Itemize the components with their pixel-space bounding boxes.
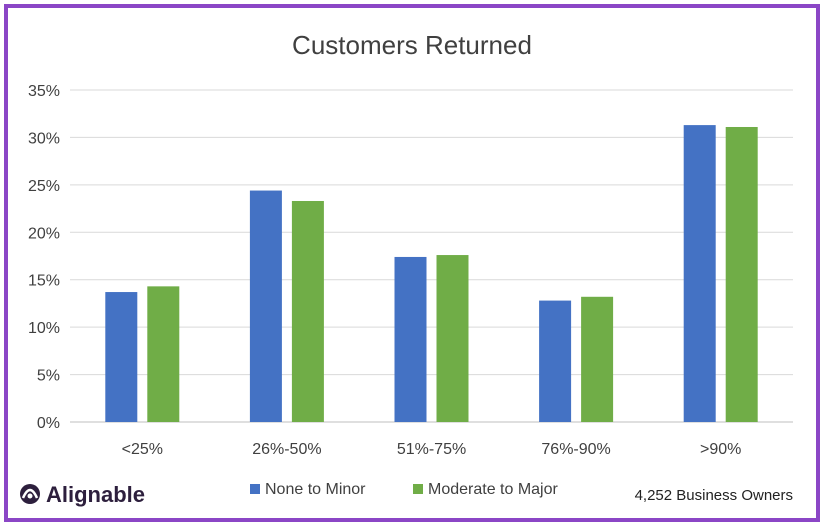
y-tick-label: 25% [28, 178, 60, 195]
bar-none-to-minor [539, 300, 572, 422]
x-tick-label: <25% [122, 441, 163, 458]
footnote: 4,252 Business Owners [635, 487, 793, 504]
bar-moderate-to-major [147, 286, 180, 422]
y-axis-ticks: 0% 5% 10% 15% 20% 25% 30% 35% [28, 83, 60, 432]
legend-label-none-to-minor: None to Minor [265, 481, 366, 498]
bar-none-to-minor [249, 190, 282, 422]
bar-moderate-to-major [436, 255, 469, 422]
y-gridlines [70, 89, 793, 423]
bars [105, 125, 758, 423]
y-tick-label: 35% [28, 83, 60, 100]
legend-swatch-none-to-minor [250, 484, 260, 494]
bar-none-to-minor [683, 125, 716, 423]
legend-swatch-moderate-to-major [413, 484, 423, 494]
bar-moderate-to-major [291, 200, 324, 422]
alignable-logo-icon [20, 484, 40, 504]
x-tick-label: 76%-90% [541, 441, 610, 458]
y-tick-label: 0% [37, 415, 60, 432]
y-tick-label: 10% [28, 320, 60, 337]
x-axis-ticks: <25% 26%-50% 51%-75% 76%-90% >90% [122, 441, 742, 458]
chart-title: Customers Returned [292, 30, 532, 60]
y-tick-label: 30% [28, 130, 60, 147]
y-tick-label: 20% [28, 225, 60, 242]
logo-wordmark: Alignable [46, 482, 145, 507]
x-tick-label: >90% [700, 441, 741, 458]
bar-none-to-minor [105, 292, 138, 422]
x-tick-label: 51%-75% [397, 441, 466, 458]
legend: None to Minor Moderate to Major [250, 481, 559, 498]
y-tick-label: 15% [28, 273, 60, 290]
bar-none-to-minor [394, 256, 427, 422]
legend-label-moderate-to-major: Moderate to Major [428, 481, 559, 498]
x-tick-label: 26%-50% [252, 441, 321, 458]
alignable-logo: Alignable [20, 482, 145, 507]
bar-moderate-to-major [581, 296, 614, 422]
bar-moderate-to-major [725, 126, 758, 422]
y-tick-label: 5% [37, 368, 60, 385]
